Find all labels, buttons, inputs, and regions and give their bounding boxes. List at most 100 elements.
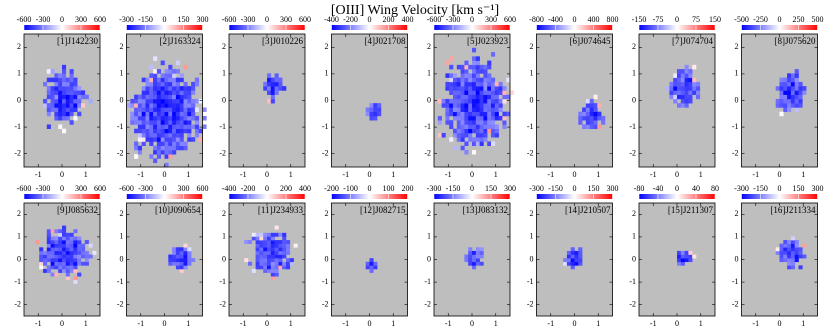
pixel	[62, 77, 67, 83]
pixel	[475, 60, 480, 66]
pixel	[145, 128, 150, 134]
pixel	[183, 107, 188, 112]
pixel-map	[263, 73, 287, 104]
pixel	[468, 120, 473, 125]
pixel	[688, 69, 693, 74]
pixel	[58, 268, 63, 273]
colorbar-tick-label: 400	[588, 15, 600, 24]
y-tick-label: -2	[629, 300, 636, 309]
pixel	[255, 258, 260, 263]
x-tick-label: 0	[573, 319, 577, 328]
pixel	[680, 77, 685, 83]
pixel	[69, 98, 74, 104]
pixel	[684, 258, 689, 263]
pixel	[62, 69, 67, 74]
pixel	[46, 236, 51, 241]
pixel	[479, 86, 484, 91]
pixel	[164, 111, 169, 117]
pixel	[255, 265, 260, 270]
pixel	[270, 86, 275, 91]
colorbar-tick-label: 0	[573, 184, 577, 193]
pixel	[73, 98, 78, 104]
colorbar-tick-label: 0	[368, 15, 372, 24]
pixel	[456, 107, 461, 112]
pixel	[790, 254, 795, 259]
y-tick-label: 0	[17, 254, 21, 263]
pixel	[449, 124, 454, 129]
pixel	[175, 86, 180, 91]
x-tick-label: 1	[699, 170, 703, 179]
pixel	[494, 128, 499, 134]
pixel	[65, 240, 70, 244]
pixel	[175, 98, 180, 104]
pixel	[460, 81, 465, 87]
pixel	[680, 73, 685, 78]
pixel	[286, 243, 291, 248]
pixel	[270, 261, 275, 266]
pixel	[198, 128, 203, 134]
pixel	[445, 103, 450, 108]
pixel	[168, 90, 173, 95]
y-tick-label: -2	[629, 149, 636, 158]
pixel	[479, 94, 484, 100]
pixel	[475, 258, 480, 263]
pixel	[62, 229, 67, 234]
pixel	[794, 247, 799, 252]
colorbar-tick-label: 300	[504, 184, 516, 193]
pixel	[179, 73, 184, 78]
pixel	[62, 268, 67, 273]
pixel	[39, 247, 44, 252]
pixel	[50, 272, 55, 277]
y-tick-label: 2	[530, 42, 534, 51]
pixel	[270, 98, 275, 104]
pixel	[468, 103, 473, 108]
pixel	[286, 250, 291, 255]
pixel	[50, 243, 55, 248]
pixel	[267, 261, 272, 266]
pixel	[46, 254, 51, 259]
pixel	[487, 94, 492, 100]
colorbar-tick-label: -150	[446, 184, 461, 193]
pixel	[183, 115, 188, 121]
pixel	[58, 98, 63, 104]
pixel	[787, 261, 792, 266]
pixel	[483, 115, 488, 121]
pixel	[187, 94, 192, 100]
panel-label: [5]J023923	[467, 36, 508, 46]
pixel	[479, 98, 484, 104]
pixel	[798, 250, 803, 255]
colorbar-tick-label: 300	[280, 15, 292, 24]
pixel	[787, 107, 792, 112]
pixel	[487, 60, 492, 66]
pixel	[779, 247, 784, 252]
pixel	[449, 90, 454, 95]
pixel	[153, 137, 158, 142]
pixel	[187, 132, 192, 138]
pixel	[259, 232, 264, 237]
pixel	[593, 111, 598, 117]
pixel	[274, 261, 279, 266]
pixel	[183, 111, 188, 117]
pixel	[65, 268, 70, 273]
pixel	[566, 258, 571, 263]
pixel-map	[43, 64, 93, 134]
pixel	[449, 137, 454, 142]
pixel-map	[464, 247, 484, 270]
pixel	[487, 73, 492, 78]
x-tick-label: 0	[368, 319, 372, 328]
pixel	[77, 111, 82, 117]
pixel	[684, 86, 689, 91]
pixel	[179, 268, 184, 273]
pixel	[54, 258, 59, 263]
pixel	[81, 94, 86, 100]
pixel	[487, 90, 492, 95]
pixel	[141, 132, 146, 138]
pixel	[77, 243, 82, 248]
y-tick-label: -1	[732, 277, 739, 286]
pixel	[692, 81, 697, 87]
pixel	[369, 268, 374, 273]
pixel	[267, 258, 272, 263]
pixel	[483, 111, 488, 117]
pixel	[267, 98, 272, 104]
pixel	[69, 120, 74, 125]
